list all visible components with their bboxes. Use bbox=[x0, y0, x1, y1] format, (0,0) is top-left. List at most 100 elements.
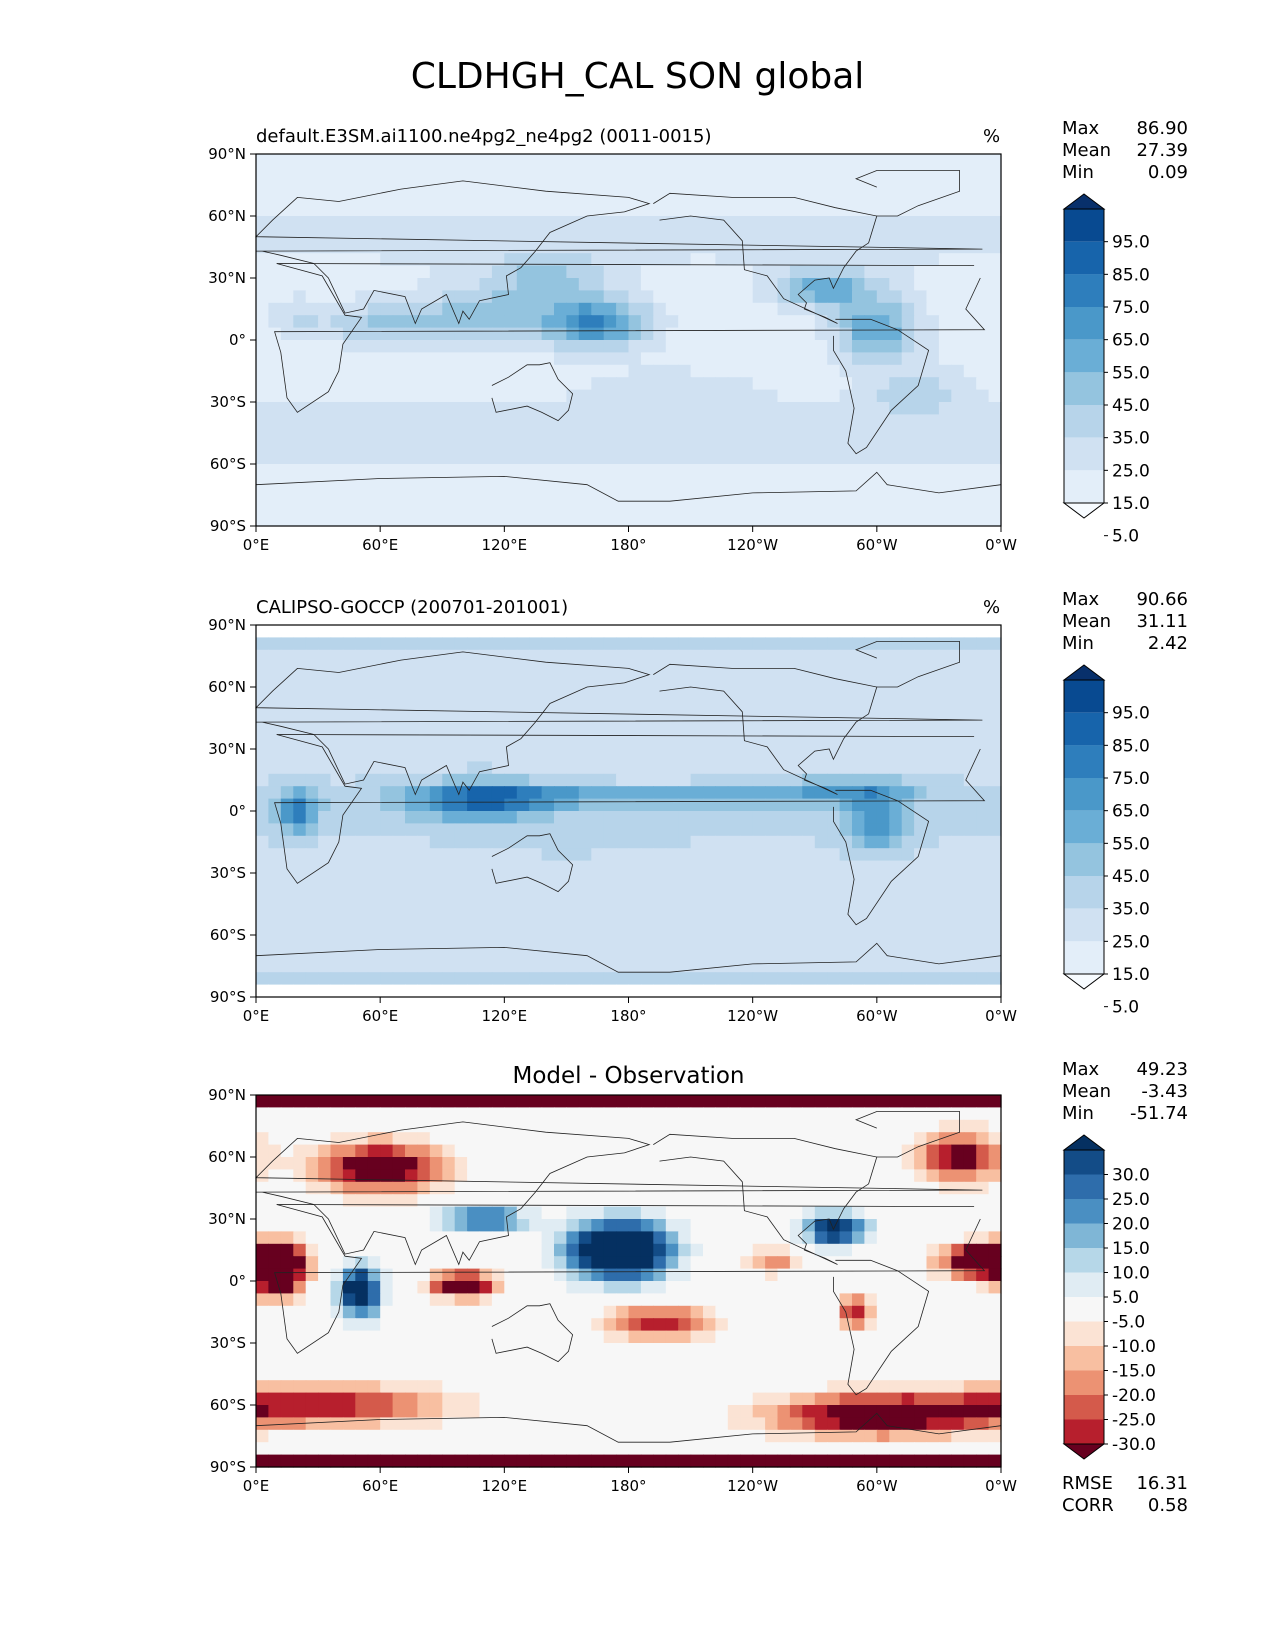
map-cell bbox=[541, 1132, 555, 1146]
map-cell bbox=[541, 414, 555, 428]
map-cell bbox=[330, 166, 344, 180]
map-cell bbox=[442, 922, 456, 936]
map-cell bbox=[529, 327, 543, 341]
map-cell bbox=[442, 811, 456, 824]
map-cell bbox=[566, 1181, 580, 1195]
map-cell bbox=[777, 1194, 791, 1208]
map-cell bbox=[380, 1281, 394, 1294]
map-cell bbox=[405, 625, 418, 638]
map-cell bbox=[901, 922, 915, 936]
map-cell bbox=[529, 154, 543, 167]
map-cell bbox=[653, 1318, 667, 1332]
map-cell bbox=[889, 377, 903, 391]
map-cell bbox=[293, 389, 307, 403]
map-cell bbox=[479, 1293, 493, 1307]
map-cell bbox=[963, 761, 977, 775]
map-cell bbox=[727, 860, 741, 874]
map-cell bbox=[616, 935, 630, 948]
colorbar-extend-top bbox=[1062, 664, 1106, 681]
map-cell bbox=[293, 749, 307, 762]
map-cell bbox=[901, 154, 915, 167]
map-cell bbox=[814, 253, 828, 267]
map-cell bbox=[727, 773, 741, 787]
map-cell bbox=[479, 761, 493, 775]
map-cell bbox=[752, 1330, 766, 1344]
map-cell bbox=[442, 414, 456, 428]
map-cell bbox=[926, 1144, 940, 1158]
colorbar-band bbox=[1064, 941, 1104, 974]
map-cell bbox=[516, 1095, 530, 1108]
map-cell bbox=[951, 724, 965, 738]
map-cell bbox=[715, 910, 729, 924]
map-cell bbox=[616, 513, 630, 527]
map-cell bbox=[864, 749, 878, 762]
map-cell bbox=[268, 984, 282, 998]
map-cell bbox=[541, 1330, 555, 1344]
map-cell bbox=[280, 488, 294, 502]
colorbar-label: 5.0 bbox=[1112, 527, 1139, 547]
map-cell bbox=[293, 1119, 307, 1133]
map-cell bbox=[876, 1119, 890, 1133]
map-cell bbox=[690, 761, 704, 775]
map-cell bbox=[628, 451, 642, 465]
map-cell bbox=[380, 1243, 394, 1257]
map-cell bbox=[616, 699, 630, 713]
map-cell bbox=[789, 178, 803, 192]
map-cell bbox=[554, 897, 567, 911]
map-cell bbox=[541, 1107, 555, 1121]
map-cell bbox=[988, 749, 1002, 762]
map-cell bbox=[640, 315, 654, 329]
map-cell bbox=[293, 1095, 307, 1108]
map-cell bbox=[814, 1181, 828, 1195]
map-cell bbox=[665, 959, 679, 973]
map-cell bbox=[727, 1343, 741, 1356]
map-cell bbox=[616, 501, 630, 515]
map-cell bbox=[777, 464, 791, 477]
map-cell bbox=[938, 1144, 952, 1158]
map-cell bbox=[280, 1268, 294, 1282]
map-cell bbox=[814, 687, 828, 700]
map-cell bbox=[467, 1343, 481, 1356]
map-cell bbox=[852, 178, 865, 192]
map-cell bbox=[554, 1268, 567, 1282]
map-cell bbox=[765, 389, 779, 403]
map-cell bbox=[330, 253, 344, 267]
map-cell bbox=[554, 662, 567, 676]
map-cell bbox=[479, 687, 493, 700]
map-cell bbox=[814, 203, 828, 217]
map-cell bbox=[268, 476, 282, 490]
map-cell bbox=[802, 216, 816, 229]
map-cell bbox=[342, 1169, 356, 1183]
map-cell bbox=[852, 216, 865, 229]
map-cell bbox=[554, 873, 567, 886]
map-cell bbox=[914, 414, 928, 428]
map-cell bbox=[516, 377, 530, 391]
map-cell bbox=[541, 426, 555, 440]
map-cell bbox=[280, 389, 294, 403]
map-cell bbox=[516, 352, 530, 366]
map-cell bbox=[640, 1107, 654, 1121]
map-cell bbox=[752, 364, 766, 378]
map-cell bbox=[467, 811, 481, 824]
map-cell bbox=[852, 1119, 865, 1133]
map-cell bbox=[293, 1243, 307, 1257]
map-cell bbox=[603, 352, 617, 366]
map-cell bbox=[678, 166, 692, 180]
map-cell bbox=[591, 687, 605, 700]
map-cell bbox=[405, 972, 418, 986]
map-cell bbox=[504, 922, 518, 936]
map-cell bbox=[380, 773, 394, 787]
map-cell bbox=[678, 278, 692, 291]
map-cell bbox=[417, 1219, 431, 1232]
map-cell bbox=[864, 1293, 878, 1307]
map-cell bbox=[467, 1268, 481, 1282]
map-cell bbox=[392, 327, 406, 341]
map-cell bbox=[591, 1194, 605, 1208]
map-cell bbox=[690, 488, 704, 502]
map-cell bbox=[628, 749, 642, 762]
map-cell bbox=[280, 216, 294, 229]
map-cell bbox=[355, 166, 369, 180]
map-cell bbox=[616, 811, 630, 824]
map-cell bbox=[616, 216, 630, 229]
map-cell bbox=[839, 389, 853, 403]
